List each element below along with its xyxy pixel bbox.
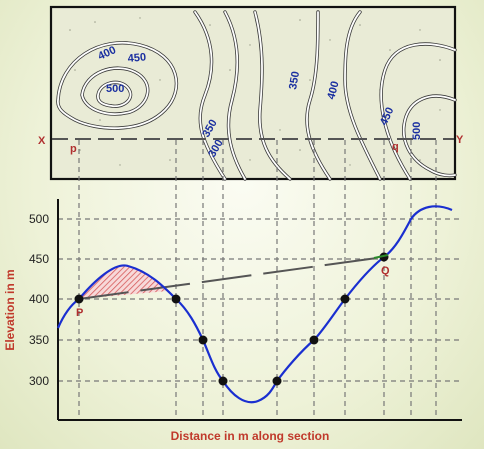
section-start-label: X xyxy=(38,135,46,147)
y-tick-300: 300 xyxy=(29,374,49,388)
contour-lines xyxy=(56,10,457,181)
p-q-line xyxy=(78,256,385,300)
y-axis-label: Elevation in m xyxy=(3,269,17,350)
shaded-region xyxy=(79,265,168,299)
profile-point-P-label: P xyxy=(76,307,83,319)
profile-point-Q-label: Q xyxy=(381,265,390,277)
y-tick-350: 350 xyxy=(29,333,49,347)
intersection-points xyxy=(74,252,389,386)
contour-label-350-b: 350 xyxy=(287,70,302,90)
y-tick-500: 500 xyxy=(29,212,49,226)
topographic-map: 400 450 500 350 300 350 400 450 500 X Y … xyxy=(38,5,464,181)
contour-label-500-a: 500 xyxy=(106,83,124,95)
section-end-label: Y xyxy=(456,134,464,146)
contour-label-500-b: 500 xyxy=(411,122,423,140)
map-point-p-label: p xyxy=(70,143,77,155)
profile-grid: 500 450 400 350 300 Elevation in m Dista… xyxy=(3,140,462,443)
contour-label-450-a: 450 xyxy=(127,51,146,65)
profile-point xyxy=(340,294,350,304)
profile-point xyxy=(309,335,319,345)
y-tick-400: 400 xyxy=(29,292,49,306)
profile-curve-group: P Q xyxy=(56,205,453,404)
profile-point xyxy=(198,335,208,345)
profile-point xyxy=(218,376,228,386)
profile-line xyxy=(56,205,453,404)
q-marker xyxy=(373,254,389,259)
profile-point xyxy=(272,376,282,386)
profile-point xyxy=(74,294,84,304)
y-tick-450: 450 xyxy=(29,252,49,266)
map-point-q-label: q xyxy=(392,141,399,153)
map-texture xyxy=(59,17,441,166)
map-frame xyxy=(49,5,457,181)
x-axis-label: Distance in m along section xyxy=(171,429,330,443)
contour-label-400-b: 400 xyxy=(325,80,341,101)
profile-point xyxy=(171,294,181,304)
